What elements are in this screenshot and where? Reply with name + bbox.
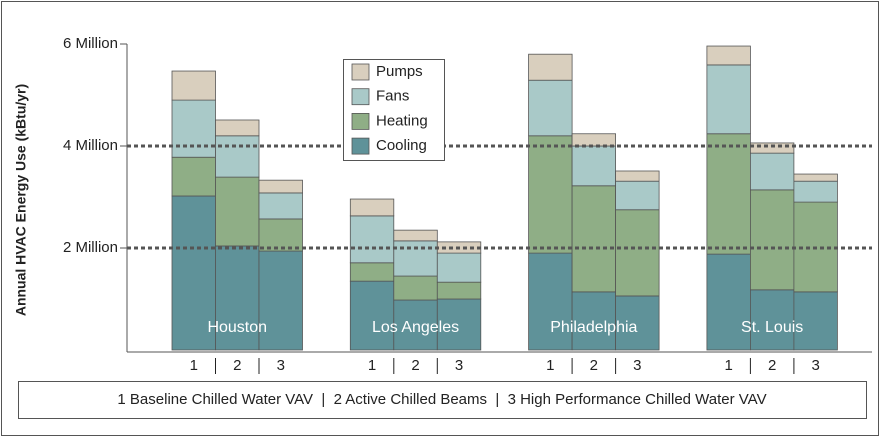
bar-segment — [215, 245, 260, 351]
group-label: Los Angeles — [372, 319, 459, 336]
bar-segment — [571, 145, 616, 187]
footer-box — [18, 381, 867, 419]
bar-segment — [750, 152, 795, 191]
bar-segment — [171, 70, 216, 101]
bar-segment — [393, 240, 438, 277]
plot — [171, 45, 838, 351]
legend-label: Heating — [376, 112, 428, 129]
bar-segment — [750, 289, 795, 351]
bar-segment — [436, 252, 482, 283]
x-tick-label: 1 — [546, 357, 554, 374]
legend-label: Pumps — [376, 63, 423, 80]
x-tick-label: 3 — [455, 357, 463, 374]
y-tick-label: 6 Million — [63, 35, 118, 52]
bar-segment — [571, 291, 616, 351]
bar-segment — [706, 64, 751, 135]
group-label: Houston — [207, 319, 267, 336]
x-tick-label: 3 — [811, 357, 819, 374]
group-label: Philadelphia — [550, 319, 637, 336]
bar-segment — [750, 189, 795, 291]
group-label: St. Louis — [741, 319, 803, 336]
bar-segment — [393, 229, 438, 242]
x-tick-label: 2 — [768, 357, 776, 374]
x-tick-label: 1 — [190, 357, 198, 374]
x-tick-label: 1 — [724, 357, 732, 374]
x-tick-label: 1 — [368, 357, 376, 374]
legend-swatch — [351, 63, 370, 81]
bar-segment — [215, 135, 260, 178]
bar-segment — [349, 280, 395, 351]
y-tick-label: 4 Million — [63, 137, 118, 154]
bar-segment — [706, 45, 751, 66]
footer: 1 Baseline Chilled Water VAV | 2 Active … — [117, 391, 766, 408]
bar-segment — [528, 135, 573, 254]
x-tick-label: 2 — [590, 357, 598, 374]
legend-label: Cooling — [376, 137, 427, 154]
y-tick-label: 2 Million — [63, 239, 118, 256]
bar-segment — [706, 253, 751, 351]
legend-swatch — [351, 137, 370, 155]
bar-segment — [706, 133, 751, 255]
bar-segment — [258, 218, 303, 252]
bar-segment — [171, 156, 216, 197]
bar-segment — [349, 262, 395, 282]
bar-segment — [615, 209, 660, 297]
bar-segment — [571, 185, 616, 293]
legend-label: Fans — [376, 88, 409, 105]
x-tick-label: 2 — [411, 357, 419, 374]
bar-segment — [349, 215, 395, 264]
bar-segment — [793, 180, 838, 203]
bar-segment — [393, 299, 438, 351]
bar-segment — [258, 192, 303, 220]
bar-segment — [436, 298, 482, 351]
x-tick-label: 3 — [277, 357, 285, 374]
x-tick-label: 3 — [633, 357, 641, 374]
bar-segment — [436, 281, 482, 300]
bar-segment — [793, 291, 838, 351]
bar-segment — [615, 170, 660, 182]
bar-segment — [171, 99, 216, 158]
legend-swatch — [351, 113, 370, 130]
y-axis-label: Annual HVAC Energy Use (kBtu/yr) — [13, 84, 29, 316]
bar-segment — [393, 275, 438, 301]
bar-segment — [349, 198, 395, 217]
bar-segment — [215, 119, 260, 137]
bar-segment — [528, 79, 573, 137]
x-tick-label: 2 — [233, 357, 241, 374]
bar-segment — [615, 180, 660, 211]
bar-segment — [215, 176, 260, 247]
legend-swatch — [351, 88, 370, 106]
bar-segment — [793, 173, 838, 182]
bar-segment — [258, 179, 303, 194]
bar-segment — [571, 133, 616, 147]
bar-segment — [528, 53, 573, 81]
bar-segment — [750, 142, 795, 154]
bar-segment — [615, 295, 660, 351]
